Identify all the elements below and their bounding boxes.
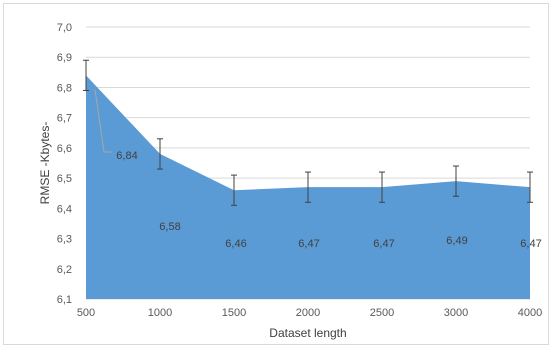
y-axis-title: RMSE -Kbytes- <box>38 122 52 205</box>
x-tick-label: 1500 <box>222 307 246 319</box>
error-bar <box>157 138 163 170</box>
error-bar <box>527 171 533 203</box>
x-tick-label: 2000 <box>296 307 320 319</box>
data-label: 6,47 <box>373 238 394 250</box>
y-tick-label: 6,3 <box>57 234 72 246</box>
data-labels: 6,84 6,58 6,46 6,47 6,47 6,49 6,47 <box>94 89 542 250</box>
y-tick-label: 6,2 <box>57 264 72 276</box>
x-axis-tick-labels: 500 1000 1500 2000 2500 3000 4000 <box>77 307 542 319</box>
x-tick-label: 2500 <box>370 307 394 319</box>
error-bar <box>453 165 459 197</box>
y-tick-label: 6,1 <box>57 294 72 306</box>
error-bars <box>83 59 533 206</box>
data-label: 6,58 <box>159 221 180 233</box>
y-tick-label: 6,8 <box>57 82 72 94</box>
error-bar <box>83 59 89 91</box>
data-label: 6,84 <box>116 150 137 162</box>
data-label: 6,46 <box>225 238 246 250</box>
y-tick-label: 7,0 <box>57 22 72 34</box>
error-bar <box>231 174 237 206</box>
error-bar <box>305 171 311 203</box>
y-tick-label: 6,7 <box>57 113 72 125</box>
error-bar <box>379 171 385 203</box>
data-label: 6,47 <box>520 238 541 250</box>
y-tick-label: 6,6 <box>57 143 72 155</box>
y-tick-label: 6,9 <box>57 52 72 64</box>
data-label-leader-line <box>94 89 112 153</box>
y-tick-label: 6,4 <box>57 203 72 215</box>
x-tick-label: 1000 <box>148 307 172 319</box>
x-tick-label: 3000 <box>444 307 468 319</box>
area-series <box>86 75 530 299</box>
x-tick-label: 500 <box>77 307 95 319</box>
data-label: 6,47 <box>298 238 319 250</box>
y-tick-label: 6,5 <box>57 173 72 185</box>
x-tick-label: 4000 <box>518 307 542 319</box>
data-label: 6,49 <box>446 235 467 247</box>
y-axis-tick-labels: 6,1 6,2 6,3 6,4 6,5 6,6 6,7 6,8 6,9 7,0 <box>57 22 72 306</box>
x-axis-title: Dataset length <box>269 326 346 340</box>
